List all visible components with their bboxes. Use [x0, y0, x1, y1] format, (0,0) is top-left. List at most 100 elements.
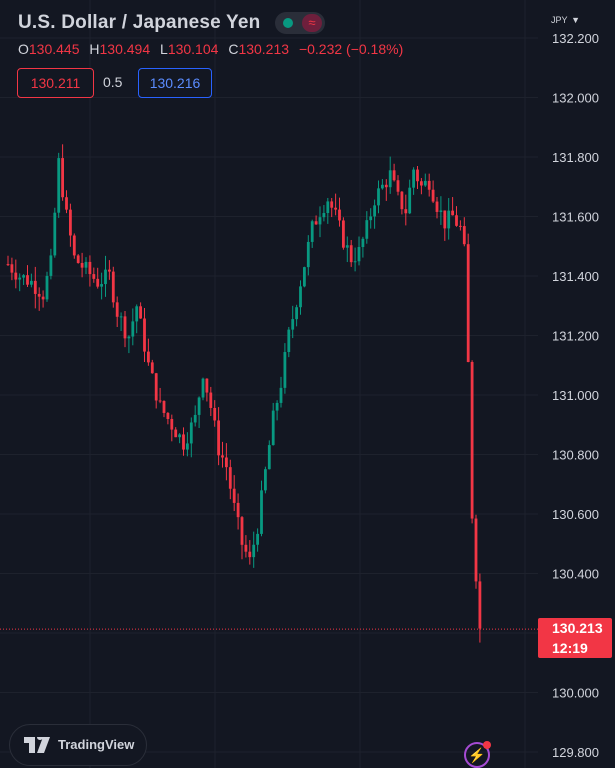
candle-body	[88, 261, 92, 275]
y-tick-label: 131.600	[552, 210, 599, 225]
candle-body	[338, 209, 341, 221]
market-status-toggle[interactable]: ≈	[275, 12, 325, 34]
candle-body	[306, 241, 310, 268]
candle-body	[6, 264, 10, 266]
last-price-label: 130.213 12:19	[538, 618, 612, 658]
candle-body	[131, 321, 135, 337]
candle-body	[396, 180, 400, 192]
candle-body	[147, 351, 150, 363]
candle-body	[256, 533, 259, 545]
candle-body	[275, 402, 279, 411]
candle-body	[45, 275, 49, 300]
candle-body	[279, 387, 283, 403]
candle-body	[267, 445, 271, 470]
candle-body	[373, 205, 376, 217]
candle-body	[162, 400, 166, 413]
candle-body	[322, 213, 326, 218]
candle-body	[466, 244, 470, 363]
candle-body	[115, 302, 119, 317]
y-tick-label: 131.800	[552, 150, 599, 165]
y-tick-label: 130.400	[552, 567, 599, 582]
candle-body	[287, 329, 291, 353]
candle-body	[455, 215, 458, 226]
candle-body	[127, 336, 131, 339]
tradingview-logo-icon	[24, 737, 50, 753]
candle-body	[264, 469, 267, 491]
candle-body	[423, 180, 427, 186]
candle-body	[111, 271, 115, 303]
candle-body	[37, 293, 41, 297]
candle-body	[310, 221, 314, 242]
candle-body	[139, 306, 142, 319]
candle-body	[108, 269, 111, 272]
candle-body	[345, 245, 349, 248]
candle-body	[431, 189, 435, 202]
low-key: L	[160, 41, 168, 57]
candle-body	[384, 184, 388, 188]
candle-body	[30, 280, 33, 285]
candle-body	[76, 255, 80, 264]
candle-body	[400, 191, 404, 210]
candle-body	[283, 352, 287, 388]
candle-body	[361, 238, 365, 248]
y-tick-label: 130.000	[552, 686, 599, 701]
candle-body	[166, 412, 170, 420]
candle-body	[217, 420, 220, 456]
grid-lines	[0, 0, 538, 768]
candle-body	[100, 284, 103, 287]
candle-body	[392, 170, 396, 181]
candle-body	[104, 269, 107, 285]
candle-body	[150, 362, 154, 374]
candle-body	[178, 434, 181, 438]
y-tick-label: 129.800	[552, 745, 599, 760]
candle-body	[96, 278, 100, 287]
candle-body	[377, 188, 380, 206]
tradingview-wordmark: TradingView	[58, 737, 135, 752]
candle-body	[299, 286, 302, 308]
candle-body	[123, 316, 127, 339]
wave-icon[interactable]: ≈	[302, 14, 322, 32]
currency-menu[interactable]: JPY ▼	[551, 11, 580, 26]
candle-body	[451, 210, 454, 216]
candle-body	[404, 209, 408, 214]
candle-body	[443, 210, 447, 229]
candle-body	[318, 217, 322, 225]
currency-label: JPY	[551, 15, 568, 25]
candle-body	[427, 180, 431, 190]
market-open-dot-icon	[283, 18, 293, 28]
candle-body	[92, 274, 96, 279]
candle-body	[447, 210, 451, 229]
high-value: 130.494	[99, 41, 151, 57]
candle-body	[189, 422, 193, 444]
high-key: H	[89, 41, 100, 57]
notification-badge	[483, 741, 491, 749]
candle-body	[326, 201, 330, 214]
open-key: O	[18, 41, 29, 57]
symbol-title[interactable]: U.S. Dollar / Japanese Yen	[18, 12, 261, 33]
candle-body	[470, 362, 474, 519]
candle-body	[53, 212, 57, 256]
y-tick-label: 131.400	[552, 269, 599, 284]
candle-body	[10, 264, 14, 273]
candle-body	[291, 319, 295, 330]
tradingview-logo[interactable]: TradingView	[9, 724, 147, 766]
buy-button[interactable]: 130.216	[138, 68, 212, 98]
candle-body	[18, 277, 22, 280]
candle-body	[135, 306, 139, 322]
candle-body	[412, 169, 415, 188]
candle-body	[72, 235, 76, 256]
candle-body	[439, 210, 443, 212]
last-price-value: 130.213	[552, 620, 603, 636]
candle-body	[69, 209, 72, 236]
candle-body	[228, 467, 232, 489]
price-axis[interactable]: 132.200 132.000 131.800 131.600 131.400 131.2…	[552, 31, 599, 760]
candle-body	[158, 400, 162, 402]
candle-body	[295, 307, 298, 320]
sell-button[interactable]: 130.211	[17, 68, 94, 98]
candle-body	[388, 170, 392, 188]
close-key: C	[228, 41, 239, 57]
lightning-icon[interactable]: ⚡	[464, 741, 491, 768]
candle-body	[357, 247, 361, 262]
candle-body	[209, 392, 213, 408]
